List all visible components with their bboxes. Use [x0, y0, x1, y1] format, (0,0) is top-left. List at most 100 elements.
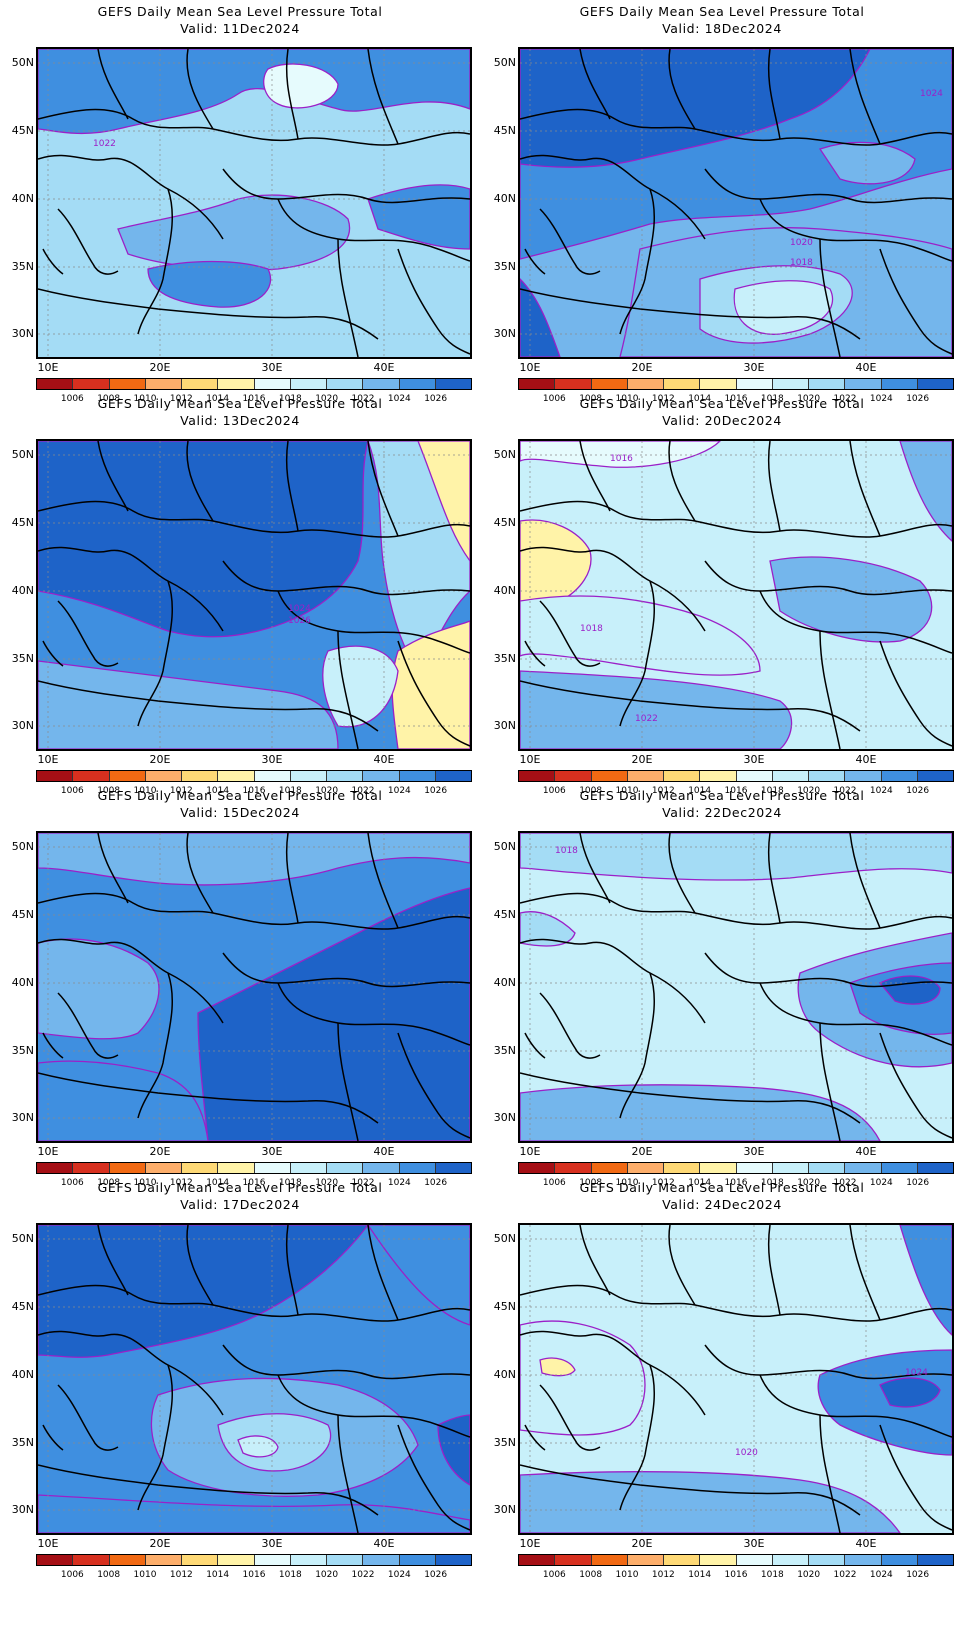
colorbar-label: 1012	[169, 1570, 193, 1580]
lon-label: 10E	[37, 361, 59, 374]
lat-label: 35N	[493, 652, 516, 665]
country-border	[879, 1424, 952, 1531]
colorbar-segment	[182, 1163, 219, 1173]
colorbar-segment	[917, 1555, 953, 1565]
country-border	[759, 590, 952, 654]
lat-label: 40N	[11, 584, 34, 597]
panel-valid-date: Valid: 18Dec2024	[662, 21, 782, 36]
country-border	[767, 833, 781, 924]
pressure-field: 1016 1018 1022	[520, 441, 952, 749]
country-border	[97, 833, 129, 904]
colorbar-segment	[664, 771, 701, 781]
pressure-contour-region	[38, 1494, 470, 1533]
pressure-contour-region	[520, 1320, 646, 1436]
lat-label: 35N	[11, 1044, 34, 1057]
map-panel-4: GEFS Daily Mean Sea Level Pressure Total…	[482, 392, 962, 802]
colorbar	[518, 1554, 954, 1566]
colorbar-label: 1016	[242, 786, 266, 796]
colorbar-label: 1006	[542, 1178, 566, 1188]
colorbar-segment	[555, 1163, 592, 1173]
colorbar-segment	[555, 379, 592, 389]
pressure-contour-region	[38, 49, 470, 135]
pressure-contour-region	[38, 1060, 209, 1141]
pressure-field: 1022	[38, 49, 470, 357]
country-border	[579, 49, 611, 120]
map-panel-1: GEFS Daily Mean Sea Level Pressure Total…	[0, 0, 480, 410]
lon-label: 30E	[261, 1145, 283, 1158]
colorbar-label: 1008	[97, 1570, 121, 1580]
colorbar-label: 1026	[906, 394, 930, 404]
colorbar-label: 1018	[760, 1570, 784, 1580]
country-border	[186, 441, 214, 522]
country-border	[759, 198, 952, 262]
pressure-map: 1016 1018 1022	[518, 439, 954, 751]
colorbar-segment	[700, 1163, 737, 1173]
country-border	[186, 49, 214, 130]
country-border	[222, 560, 470, 596]
lat-label: 30N	[493, 1503, 516, 1516]
colorbar-segment	[37, 1555, 74, 1565]
country-border	[42, 640, 64, 667]
country-border	[520, 938, 706, 1024]
country-border	[285, 833, 299, 924]
colorbar-segment	[881, 1555, 918, 1565]
colorbar-label: 1006	[542, 394, 566, 404]
country-border	[42, 1032, 64, 1059]
country-border	[38, 680, 379, 732]
map-panel-5: GEFS Daily Mean Sea Level Pressure Total…	[0, 784, 480, 1194]
lon-label: 30E	[743, 753, 765, 766]
colorbar-label: 1020	[797, 786, 821, 796]
colorbar-segment	[182, 1555, 219, 1565]
lon-label: 10E	[37, 1145, 59, 1158]
lon-label: 40E	[855, 1145, 877, 1158]
colorbar	[518, 1162, 954, 1174]
lon-label: 30E	[743, 1145, 765, 1158]
colorbar-label: 1008	[97, 786, 121, 796]
lon-label: 10E	[519, 361, 541, 374]
colorbar-segment	[145, 379, 182, 389]
lon-label: 40E	[855, 1537, 877, 1550]
lat-label: 30N	[493, 1111, 516, 1124]
colorbar-label: 1006	[542, 1570, 566, 1580]
contour-label: 1020	[790, 238, 813, 248]
colorbar-label: 1014	[206, 1570, 230, 1580]
colorbar-label: 1026	[906, 1570, 930, 1580]
map-panel-7: GEFS Daily Mean Sea Level Pressure Total…	[0, 1176, 480, 1586]
country-border	[57, 992, 119, 1059]
country-border	[849, 1225, 881, 1321]
colorbar-label: 1026	[424, 1178, 448, 1188]
contour-label: 1020	[735, 1448, 758, 1458]
country-border	[879, 248, 952, 355]
colorbar-segment	[363, 1555, 400, 1565]
map-panel-2: GEFS Daily Mean Sea Level Pressure Total…	[482, 0, 962, 410]
lon-label: 40E	[855, 361, 877, 374]
colorbar-label: 1018	[278, 394, 302, 404]
country-border	[539, 208, 601, 275]
country-border	[520, 1464, 861, 1516]
colorbar-segment	[627, 1163, 664, 1173]
country-border	[277, 590, 470, 654]
country-border	[38, 1330, 224, 1416]
colorbar-label: 1022	[833, 1570, 857, 1580]
colorbar-label: 1008	[97, 1178, 121, 1188]
panel-valid-date: Valid: 13Dec2024	[180, 413, 300, 428]
colorbar-segment	[736, 379, 773, 389]
colorbar-segment	[736, 771, 773, 781]
colorbar-label: 1010	[615, 394, 639, 404]
colorbar-segment	[218, 1555, 255, 1565]
country-border	[337, 238, 359, 357]
colorbar-segment	[327, 1163, 364, 1173]
panel-title: GEFS Daily Mean Sea Level Pressure Total	[97, 396, 383, 411]
lat-label: 40N	[11, 192, 34, 205]
country-border	[704, 168, 952, 204]
country-border	[819, 1022, 841, 1141]
country-border	[524, 1424, 546, 1451]
colorbar-segment	[363, 771, 400, 781]
colorbar-segment	[327, 1555, 364, 1565]
country-border	[619, 1364, 656, 1511]
country-border	[38, 938, 224, 1024]
colorbar-segment	[290, 1555, 327, 1565]
colorbar-segment	[519, 1555, 556, 1565]
colorbar-segment	[435, 771, 471, 781]
colorbar-label: 1022	[833, 1178, 857, 1188]
